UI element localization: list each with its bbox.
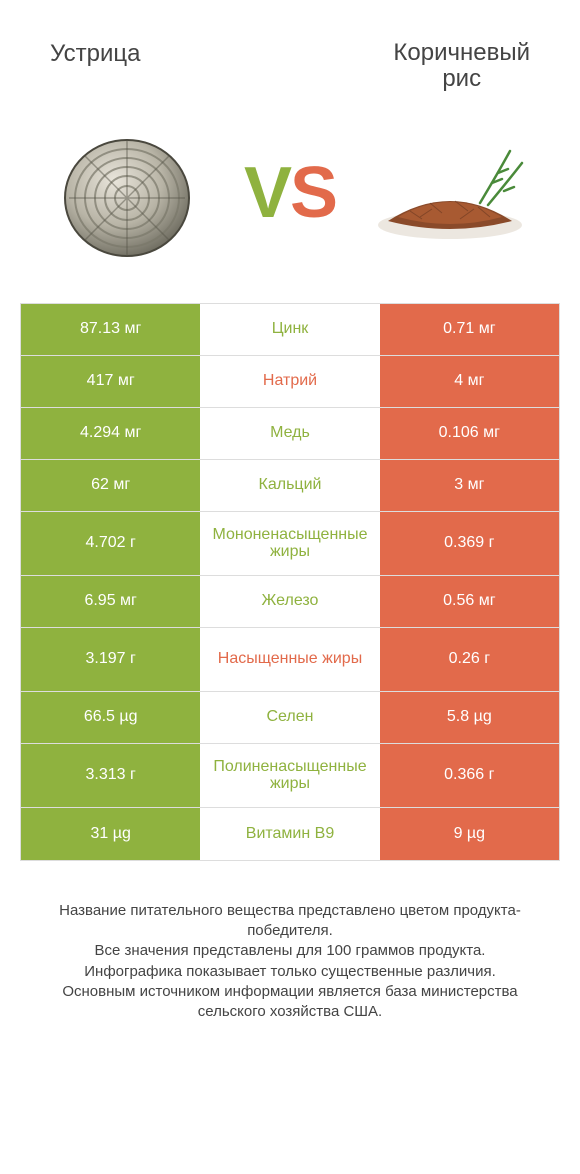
left-value: 6.95 мг xyxy=(21,576,200,627)
left-value: 3.197 г xyxy=(21,628,200,691)
right-value: 0.106 мг xyxy=(380,408,559,459)
nutrient-label: Витамин B9 xyxy=(200,808,379,860)
right-value: 0.369 г xyxy=(380,512,559,575)
nutrient-label: Цинк xyxy=(200,304,379,355)
table-row: 66.5 µgСелен5.8 µg xyxy=(21,692,559,744)
nutrient-label: Натрий xyxy=(200,356,379,407)
vs-row: VS xyxy=(20,103,560,303)
footer-line2: Все значения представлены для 100 граммо… xyxy=(30,941,550,961)
nutrient-label: Селен xyxy=(200,692,379,743)
left-value: 4.702 г xyxy=(21,512,200,575)
right-title-line2: рис xyxy=(442,65,481,92)
right-value: 0.26 г xyxy=(380,628,559,691)
right-value: 9 µg xyxy=(380,808,559,860)
nutrient-label: Мононенасыщенные жиры xyxy=(200,512,379,575)
vs-label: VS xyxy=(244,152,336,234)
nutrient-label: Насыщенные жиры xyxy=(200,628,379,691)
right-value: 0.366 г xyxy=(380,744,559,807)
oyster-icon xyxy=(55,118,205,268)
footer-line4: Основным источником информации является … xyxy=(30,982,550,1023)
left-value: 4.294 мг xyxy=(21,408,200,459)
header: Устрица Коричневый рис xyxy=(20,20,560,103)
right-value: 0.71 мг xyxy=(380,304,559,355)
table-row: 31 µgВитамин B99 µg xyxy=(21,808,559,860)
nutrient-label: Железо xyxy=(200,576,379,627)
vs-v: V xyxy=(244,153,290,233)
left-product-title: Устрица xyxy=(50,40,140,68)
nutrient-table: 87.13 мгЦинк0.71 мг417 мгНатрий4 мг4.294… xyxy=(20,303,560,861)
right-product-image xyxy=(370,113,530,273)
table-row: 3.313 гПолиненасыщенные жиры0.366 г xyxy=(21,744,559,808)
left-value: 87.13 мг xyxy=(21,304,200,355)
right-value: 5.8 µg xyxy=(380,692,559,743)
table-row: 4.702 гМононенасыщенные жиры0.369 г xyxy=(21,512,559,576)
right-value: 4 мг xyxy=(380,356,559,407)
left-product-image xyxy=(50,113,210,273)
left-value: 3.313 г xyxy=(21,744,200,807)
right-title-line1: Коричневый xyxy=(393,39,530,66)
footer-line3: Инфографика показывает только существенн… xyxy=(30,962,550,982)
table-row: 3.197 гНасыщенные жиры0.26 г xyxy=(21,628,559,692)
footer-notes: Название питательного вещества представл… xyxy=(20,901,560,1023)
right-value: 3 мг xyxy=(380,460,559,511)
right-value: 0.56 мг xyxy=(380,576,559,627)
nutrient-label: Кальций xyxy=(200,460,379,511)
vs-s: S xyxy=(290,153,336,233)
table-row: 417 мгНатрий4 мг xyxy=(21,356,559,408)
left-value: 62 мг xyxy=(21,460,200,511)
table-row: 6.95 мгЖелезо0.56 мг xyxy=(21,576,559,628)
left-value: 66.5 µg xyxy=(21,692,200,743)
table-row: 87.13 мгЦинк0.71 мг xyxy=(21,304,559,356)
left-value: 31 µg xyxy=(21,808,200,860)
nutrient-label: Полиненасыщенные жиры xyxy=(200,744,379,807)
table-row: 4.294 мгМедь0.106 мг xyxy=(21,408,559,460)
left-value: 417 мг xyxy=(21,356,200,407)
right-product-title: Коричневый рис xyxy=(393,40,530,93)
nutrient-label: Медь xyxy=(200,408,379,459)
brown-rice-icon xyxy=(370,133,530,253)
table-row: 62 мгКальций3 мг xyxy=(21,460,559,512)
footer-line1: Название питательного вещества представл… xyxy=(30,901,550,942)
